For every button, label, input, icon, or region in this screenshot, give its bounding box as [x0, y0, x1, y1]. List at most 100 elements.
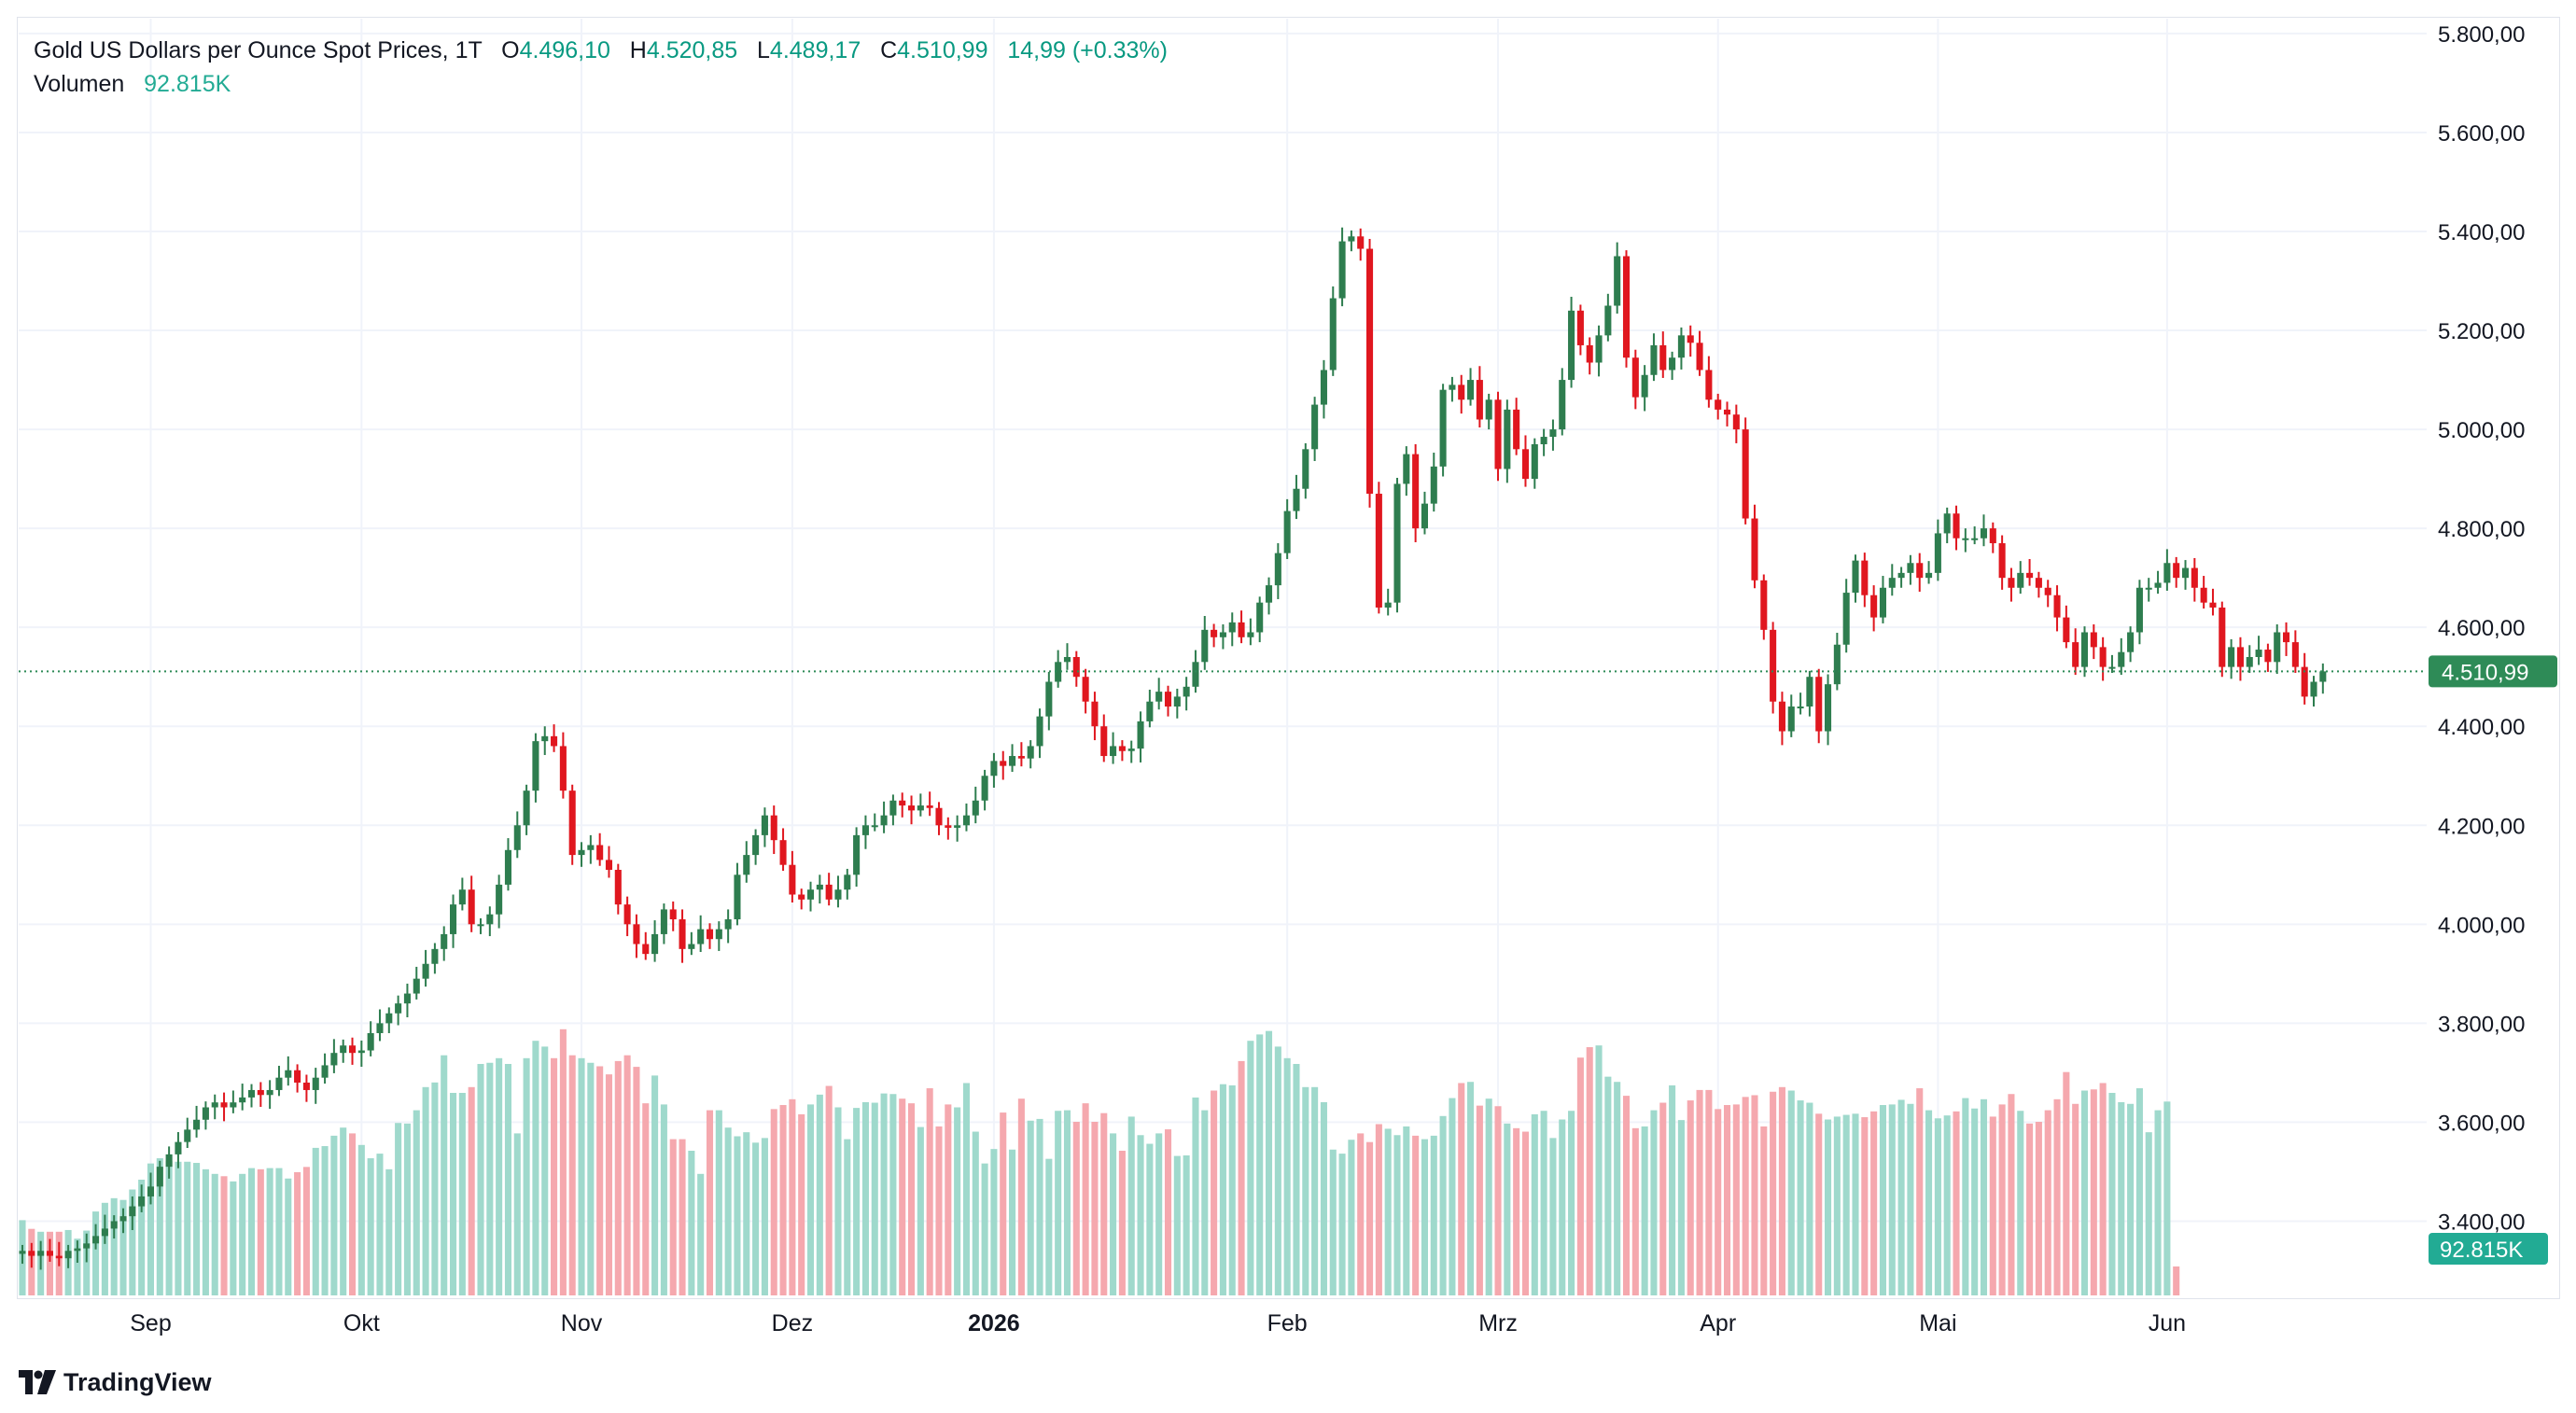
- candle-body: [945, 825, 952, 828]
- candle-body: [1696, 343, 1703, 371]
- candle-body: [340, 1045, 347, 1054]
- candle-body: [1732, 414, 1740, 430]
- volume-bar: [1888, 1104, 1896, 1295]
- candle-body: [1338, 241, 1346, 299]
- candle-body: [28, 1251, 35, 1256]
- volume-bar: [211, 1173, 218, 1295]
- candle-body: [559, 746, 567, 791]
- volume-bar: [340, 1127, 347, 1295]
- candle-body: [1833, 644, 1841, 685]
- candle-body: [1403, 454, 1410, 484]
- candle-body: [220, 1102, 228, 1108]
- chart-frame: [17, 17, 2560, 1299]
- candle-body: [294, 1070, 301, 1083]
- volume-bar: [1045, 1158, 1053, 1295]
- candle-body: [1879, 587, 1886, 618]
- candle-body: [2135, 587, 2143, 633]
- volume-bar: [1320, 1101, 1327, 1295]
- volume-bar: [1082, 1103, 1089, 1295]
- candle-body: [211, 1102, 218, 1108]
- volume-bar: [861, 1101, 869, 1295]
- volume-bar: [1137, 1135, 1144, 1295]
- candle-body: [1614, 256, 1621, 306]
- candle-body: [1568, 310, 1575, 381]
- candle-body: [706, 929, 714, 940]
- volume-bar: [312, 1147, 319, 1295]
- volume-bar: [1833, 1116, 1841, 1295]
- candle-body: [2246, 657, 2253, 667]
- candle-body: [1155, 692, 1163, 702]
- volume-bar: [1063, 1110, 1071, 1295]
- tradingview-logo-icon: [19, 1370, 56, 1394]
- volume-bar: [247, 1168, 256, 1295]
- volume-bar: [706, 1110, 714, 1295]
- volume-bar: [752, 1142, 760, 1295]
- candle-body: [1366, 248, 1374, 495]
- candle-body: [1045, 681, 1053, 717]
- volume-bar: [257, 1168, 264, 1295]
- volume-bar: [1055, 1111, 1062, 1295]
- candle-body: [1504, 409, 1511, 469]
- volume-bar: [275, 1168, 283, 1295]
- candle-body: [184, 1129, 191, 1142]
- volume-bar: [889, 1094, 897, 1295]
- volume-bar: [1100, 1112, 1108, 1295]
- candle-body: [1962, 538, 1969, 540]
- change-value: 14,99 (+0.33%): [1007, 37, 1168, 63]
- candle-body: [679, 919, 686, 949]
- candle-body: [1211, 629, 1218, 637]
- volume-bar: [1449, 1098, 1456, 1295]
- candle-body: [468, 889, 475, 925]
- volume-bar: [1329, 1149, 1337, 1295]
- volume-bar: [669, 1139, 677, 1295]
- low-label: L: [757, 37, 770, 63]
- volume-bar: [230, 1181, 237, 1295]
- time-axis: Sep Okt Nov Dez 2026 Feb Mrz Apr Mai Jun: [130, 1310, 2186, 1336]
- candle-body: [532, 741, 539, 791]
- volume-bar: [83, 1230, 91, 1295]
- candle-body: [798, 894, 805, 900]
- volume-bar: [202, 1168, 209, 1295]
- volume-bar: [623, 1055, 631, 1295]
- high-value: 4.520,85: [646, 37, 738, 63]
- candle-body: [110, 1221, 118, 1229]
- symbol-title[interactable]: Gold US Dollars per Ounce Spot Prices, 1…: [34, 37, 483, 63]
- price-tick-label: 5.200,00: [2438, 319, 2525, 344]
- candle-body: [1604, 305, 1612, 336]
- price-tick-label: 4.200,00: [2438, 814, 2525, 839]
- candle-body: [761, 815, 768, 835]
- candle-body: [1449, 385, 1456, 390]
- volume-bar: [2154, 1110, 2162, 1295]
- volume-bar: [2026, 1123, 2034, 1295]
- candle-body: [1485, 399, 1492, 420]
- candle-body: [513, 825, 521, 850]
- volume-row: Volumen 92.815K: [34, 67, 1168, 101]
- volume-label[interactable]: Volumen: [34, 71, 125, 97]
- volume-bar: [496, 1057, 503, 1295]
- volume-bar: [1072, 1122, 1080, 1295]
- volume-bar: [935, 1126, 943, 1295]
- candle-body: [55, 1255, 63, 1259]
- candle-body: [64, 1251, 72, 1259]
- candle-body: [1100, 726, 1108, 757]
- time-tick-label: Mrz: [1478, 1310, 1518, 1336]
- volume-bar: [1467, 1082, 1475, 1295]
- volume-bar: [2108, 1093, 2116, 1295]
- volume-bar: [2063, 1071, 2070, 1295]
- candle-body: [147, 1186, 155, 1196]
- candle-body: [1458, 385, 1465, 400]
- volume-bar: [1825, 1119, 1832, 1295]
- candle-body: [367, 1032, 374, 1051]
- volume-bar: [1357, 1133, 1365, 1295]
- candle-body: [551, 735, 558, 747]
- candle-body: [596, 845, 604, 860]
- price-tick-label: 5.600,00: [2438, 121, 2525, 147]
- tradingview-brand[interactable]: TradingView: [19, 1366, 212, 1398]
- volume-bar: [513, 1133, 521, 1295]
- volume-bar: [395, 1123, 402, 1295]
- price-tick-label: 3.800,00: [2438, 1012, 2525, 1037]
- volume-bar: [2044, 1110, 2051, 1295]
- volume-bar: [1549, 1138, 1557, 1295]
- candle-body: [1164, 692, 1172, 707]
